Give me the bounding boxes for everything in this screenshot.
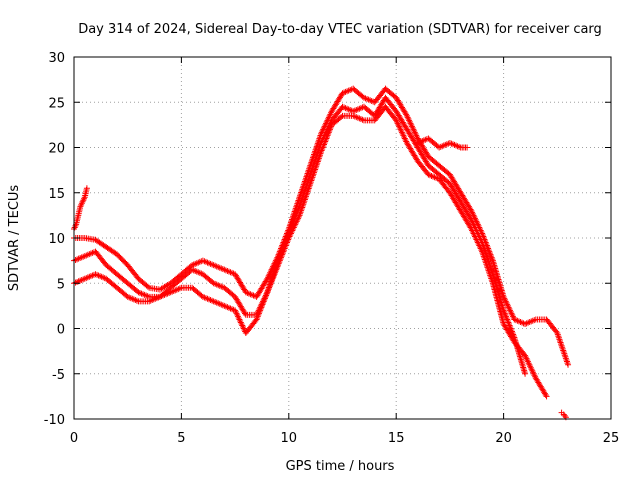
y-tick-label: 20 [48, 142, 65, 157]
tick-marks [73, 56, 612, 420]
data-point-marker [144, 283, 151, 290]
series-spike-start [71, 185, 90, 232]
series-tail-end [558, 409, 569, 421]
data-point-marker [522, 370, 529, 377]
x-axis-label: GPS time / hours [286, 459, 395, 474]
y-tick-label: 15 [48, 187, 65, 202]
y-tick-label: 5 [57, 277, 65, 292]
data-points [71, 85, 572, 421]
series-track-upper [71, 85, 572, 368]
y-tick-label: 30 [48, 51, 65, 66]
x-tick-label: 10 [281, 431, 298, 446]
y-tick-label: -10 [44, 413, 65, 428]
y-tick-labels: -10 -5 0 5 10 15 20 25 30 [44, 51, 65, 428]
data-point-marker [242, 310, 249, 317]
data-point-marker [565, 361, 572, 368]
x-tick-label: 0 [70, 431, 78, 446]
data-point-marker [542, 391, 549, 398]
y-tick-label: 10 [48, 232, 65, 247]
x-tick-label: 5 [177, 431, 185, 446]
series-track-middle [71, 94, 529, 377]
data-point-marker [338, 113, 345, 120]
data-point-marker [543, 393, 550, 400]
data-point-marker [83, 185, 90, 192]
chart-title: Day 314 of 2024, Sidereal Day-to-day VTE… [78, 22, 602, 37]
data-point-marker [561, 412, 568, 419]
y-axis-label: SDTVAR / TECUs [7, 185, 22, 292]
data-point-marker [464, 144, 471, 151]
y-tick-label: 25 [48, 96, 65, 111]
x-tick-label: 25 [603, 431, 620, 446]
x-tick-label: 15 [388, 431, 405, 446]
y-tick-label: -5 [52, 368, 65, 383]
series-upper-branch-end [414, 135, 471, 151]
x-tick-labels: 0 5 10 15 20 25 [70, 431, 619, 446]
y-tick-label: 0 [57, 323, 65, 338]
x-tick-label: 20 [495, 431, 512, 446]
series-track-lower [71, 103, 550, 400]
data-point-marker [72, 222, 79, 229]
